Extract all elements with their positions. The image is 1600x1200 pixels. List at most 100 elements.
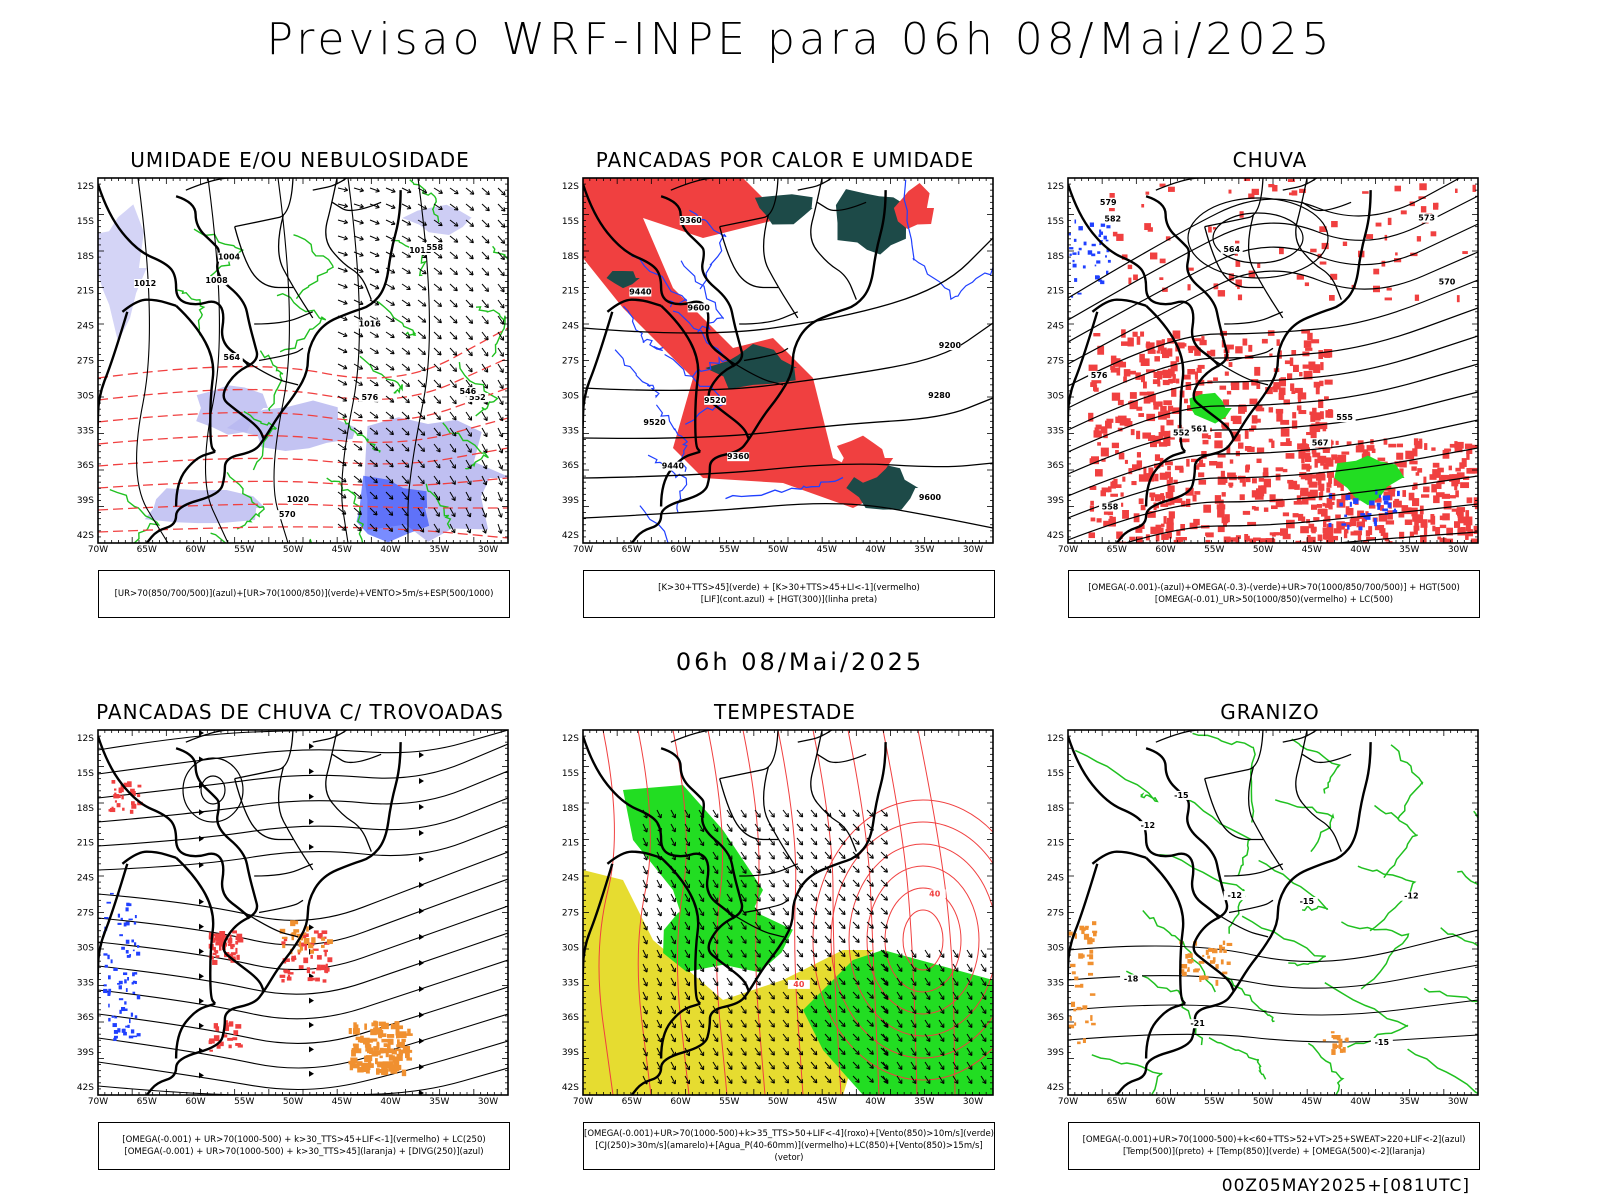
arrow-head (500, 207, 506, 212)
arrow-head (671, 1023, 676, 1029)
arrow-head (770, 981, 775, 986)
shaded-pixel (1251, 490, 1259, 498)
arrow-head (357, 494, 363, 499)
arrow-head (798, 854, 804, 860)
wind-vector (980, 1061, 987, 1070)
shaded-pixel (1164, 461, 1173, 466)
arrow-head (770, 939, 775, 944)
wind-vector (726, 1047, 733, 1056)
shaded-pixel (1313, 364, 1321, 374)
shaded-pixel (125, 1025, 128, 1028)
wind-vector (838, 907, 846, 915)
wind-vector (670, 949, 676, 959)
shaded-pixel (387, 1038, 394, 1045)
contour-line (816, 753, 867, 764)
contour-line (1144, 1002, 1186, 1059)
wind-vector (896, 1005, 903, 1014)
shaded-pixel (395, 1028, 400, 1036)
wind-vector (966, 1019, 973, 1028)
arrow-head (657, 813, 662, 819)
lon-label: 70W (1058, 1097, 1078, 1107)
wind-vector (838, 837, 846, 845)
shaded-pixel (1315, 422, 1325, 430)
wind-vector (866, 991, 874, 999)
shaded-pixel (1219, 330, 1228, 336)
contour-line (277, 766, 314, 871)
shaded-pixel (1139, 353, 1145, 363)
arrow-head (420, 415, 426, 420)
shaded-pixel (1230, 415, 1237, 422)
arrow-head (499, 368, 504, 373)
shaded-pixel (123, 1008, 128, 1011)
arrow-head (784, 1065, 790, 1070)
shaded-pixel (1466, 449, 1473, 455)
wind-vector (337, 459, 347, 467)
shaded-pixel (1308, 481, 1318, 488)
shaded-pixel (1115, 450, 1119, 455)
shaded-pixel (1085, 925, 1089, 929)
wind-vector (656, 963, 662, 973)
shaded-pixel (1099, 231, 1104, 235)
arrow-head (342, 397, 348, 402)
lon-label: 60W (1155, 545, 1175, 555)
arrow-head (954, 1065, 959, 1071)
contour-line (1295, 730, 1342, 852)
contour-ring (1212, 212, 1304, 264)
arrow-head (374, 301, 380, 306)
wind-vector (966, 1075, 973, 1084)
shaded-pixel (310, 954, 313, 959)
contour-line (1225, 976, 1275, 1023)
streamline-arrow (419, 778, 424, 784)
lon-label: 40W (1350, 545, 1370, 555)
contour-line (359, 355, 403, 394)
wind-vector (433, 523, 440, 533)
wind-vector (754, 1047, 761, 1056)
wind-vector (449, 475, 456, 485)
shaded-pixel (1154, 494, 1161, 502)
arrow-head (451, 448, 457, 453)
shaded-pixel (1341, 493, 1349, 501)
arrow-head (827, 1078, 832, 1084)
contour-label: -15 (1174, 791, 1189, 800)
shaded-pixel (1430, 514, 1435, 523)
lat-label: 24S (562, 874, 579, 884)
shaded-pixel (1216, 504, 1226, 510)
map-frame (97, 729, 509, 1096)
shaded-pixel (1187, 369, 1196, 375)
wind-vector (698, 1033, 705, 1042)
shaded-pixel (1097, 442, 1101, 446)
shaded-pixel (1111, 392, 1121, 401)
wind-vector (980, 1005, 987, 1014)
shaded-pixel (1322, 426, 1327, 432)
wind-vector (810, 907, 818, 916)
arrow-head (713, 827, 719, 833)
shaded-pixel (228, 938, 233, 944)
shaded-pixel (1071, 1001, 1076, 1007)
lat-label: 30S (1047, 391, 1064, 401)
shaded-pixel (1382, 532, 1389, 539)
shaded-pixel (311, 937, 316, 944)
arrow-head (437, 334, 442, 340)
shaded-pixel (1465, 532, 1469, 540)
shaded-pixel (370, 1028, 377, 1036)
wind-vector (433, 507, 440, 517)
lon-label: 45W (817, 545, 837, 555)
wind-vector (880, 865, 888, 873)
arrow-head (420, 479, 425, 485)
shaded-pixel (125, 950, 129, 954)
wind-vector (796, 1033, 804, 1042)
wind-vector (882, 1075, 889, 1084)
arrow-head (855, 1078, 860, 1083)
arrow-head (375, 220, 380, 225)
contour-line (1068, 251, 1478, 365)
lat-label: 18S (562, 252, 579, 262)
shaded-pixel (1373, 268, 1380, 275)
arrow-head (728, 1079, 733, 1084)
wind-vector (726, 1019, 733, 1028)
wind-vector (497, 411, 504, 422)
wind-vector (449, 507, 456, 517)
contour-line (1224, 311, 1284, 325)
shaded-pixel (363, 1037, 370, 1045)
wind-vector (726, 1075, 733, 1084)
arrow-head (898, 953, 903, 959)
